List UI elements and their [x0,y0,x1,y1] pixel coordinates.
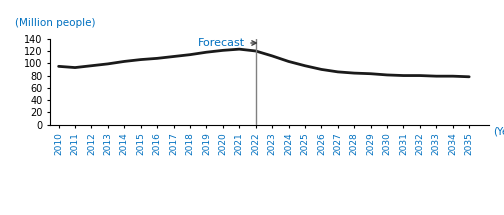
Text: (Year): (Year) [493,126,504,137]
Text: Forecast: Forecast [198,38,256,48]
Text: (Million people): (Million people) [15,17,96,28]
